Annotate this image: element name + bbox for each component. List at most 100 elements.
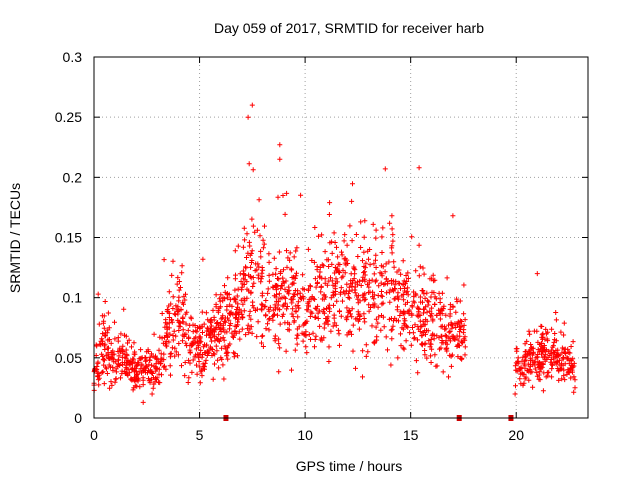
data-point (285, 327, 291, 332)
data-point (159, 335, 165, 341)
data-point (376, 314, 382, 320)
data-point (156, 347, 162, 353)
data-point (330, 323, 336, 329)
data-point (169, 317, 175, 323)
data-point (333, 276, 339, 282)
data-point (208, 335, 214, 341)
data-point (185, 380, 191, 385)
data-point (390, 323, 396, 329)
data-point (380, 225, 386, 231)
data-point (278, 286, 284, 292)
data-point (514, 346, 520, 352)
data-point (530, 362, 536, 368)
data-point (217, 298, 223, 304)
data-point (342, 291, 348, 297)
data-point (530, 384, 536, 390)
data-point (328, 295, 334, 301)
data-point (241, 225, 247, 231)
data-point (403, 338, 409, 344)
data-point (216, 365, 222, 371)
data-point (535, 339, 541, 345)
data-point (255, 319, 261, 325)
data-point (422, 348, 428, 353)
data-point (527, 350, 532, 356)
data-point (381, 324, 387, 330)
data-point (152, 379, 158, 385)
data-point (368, 305, 373, 310)
data-point (101, 325, 107, 331)
data-point (355, 309, 361, 315)
data-point (439, 323, 445, 329)
data-point (265, 321, 270, 327)
data-point (447, 306, 453, 312)
data-point (396, 318, 401, 324)
data-point (390, 238, 396, 244)
data-point (313, 284, 319, 290)
data-point (427, 344, 433, 350)
data-point (139, 370, 144, 376)
data-point (319, 296, 325, 302)
data-point (225, 315, 230, 321)
data-point (167, 331, 173, 337)
data-point (375, 320, 381, 326)
data-point (161, 357, 167, 363)
data-point (455, 322, 460, 328)
data-point (277, 321, 283, 327)
data-point (450, 213, 456, 219)
data-point (538, 323, 544, 329)
data-point (405, 270, 411, 276)
data-point (539, 340, 545, 346)
data-point (549, 361, 555, 367)
data-point (255, 272, 261, 278)
data-point (568, 375, 574, 381)
data-point (246, 161, 252, 167)
data-point (105, 345, 111, 351)
data-point (560, 356, 566, 362)
data-point (513, 383, 518, 389)
data-point (352, 280, 358, 286)
data-point (179, 263, 185, 269)
data-point (266, 278, 272, 284)
data-point (437, 300, 443, 305)
data-point (221, 318, 227, 324)
data-point (373, 252, 379, 258)
data-point (550, 344, 556, 350)
data-point (295, 291, 301, 297)
data-point (93, 353, 99, 358)
data-point (317, 323, 323, 329)
data-point (310, 330, 316, 336)
data-point (382, 166, 388, 172)
data-point (235, 243, 241, 249)
data-point (332, 270, 338, 276)
data-point (336, 331, 342, 337)
data-point (380, 300, 386, 306)
data-point (156, 359, 162, 365)
data-point (391, 264, 397, 270)
data-point (259, 270, 265, 276)
data-point (240, 314, 246, 320)
data-point (215, 357, 221, 363)
data-point (379, 234, 385, 240)
data-point (549, 326, 555, 332)
data-point (559, 376, 565, 382)
data-point (437, 316, 443, 322)
data-point (218, 336, 224, 342)
data-point (316, 308, 322, 314)
data-point (126, 337, 132, 343)
data-point (161, 364, 167, 370)
data-point (344, 242, 350, 248)
data-point (298, 192, 304, 198)
data-point (99, 370, 105, 375)
data-point (361, 249, 367, 255)
data-point (276, 369, 282, 375)
data-point (332, 265, 338, 270)
data-point (201, 364, 207, 370)
data-point (422, 352, 428, 358)
x-tick-label: 0 (90, 427, 98, 443)
data-point (381, 282, 387, 287)
data-point (224, 353, 230, 359)
data-point (462, 317, 468, 323)
x-tick-label: 5 (196, 427, 204, 443)
data-point (233, 299, 239, 305)
data-point (428, 341, 434, 347)
